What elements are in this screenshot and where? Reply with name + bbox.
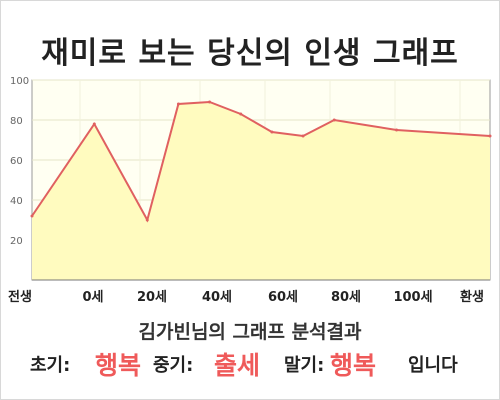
x-tick-label: 20세 [137,290,167,305]
y-tick-label: 60 [10,156,23,167]
late-value: 행복 [330,351,377,380]
data-point [488,134,492,138]
chart-title: 재미로 보는 당신의 인생 그래프 [41,36,459,71]
result-row: 초기: 행복 중기: 출세 말기: 행복 입니다 [0,346,500,386]
x-tick-label: 60세 [268,290,298,305]
y-tick-label: 40 [10,196,23,207]
x-tick-label: 환생 [460,289,484,305]
data-point [176,102,180,106]
data-point [301,134,305,138]
middle-label: 중기: [153,355,194,376]
x-tick-label: 0세 [82,290,103,305]
y-tick-label: 100 [10,76,29,87]
data-point [145,218,149,222]
area-fill [32,102,490,280]
y-tick-labels: 20 40 60 80 100 [10,76,29,247]
x-tick-label: 80세 [331,290,361,305]
ending-text: 입니다 [408,355,458,376]
data-point [332,118,336,122]
analysis-headline: 김가빈님의 그래프 분석결과 [138,321,362,343]
data-point [92,122,96,126]
x-tick-label: 40세 [202,290,232,305]
data-point [270,130,274,134]
data-point [239,112,243,116]
data-points [30,100,492,222]
x-tick-label: 전생 [8,289,32,305]
early-value: 행복 [95,351,142,380]
data-point [395,128,399,132]
late-label: 말기: [284,355,325,376]
y-tick-label: 80 [10,116,23,127]
x-tick-label: 100세 [393,290,432,305]
y-tick-label: 20 [10,236,23,247]
early-label: 초기: [30,355,71,376]
data-point [30,214,34,218]
x-tick-labels: 전생 0세 20세 40세 60세 80세 100세 환생 [8,289,484,305]
data-point [208,100,212,104]
middle-value: 출세 [214,351,261,380]
